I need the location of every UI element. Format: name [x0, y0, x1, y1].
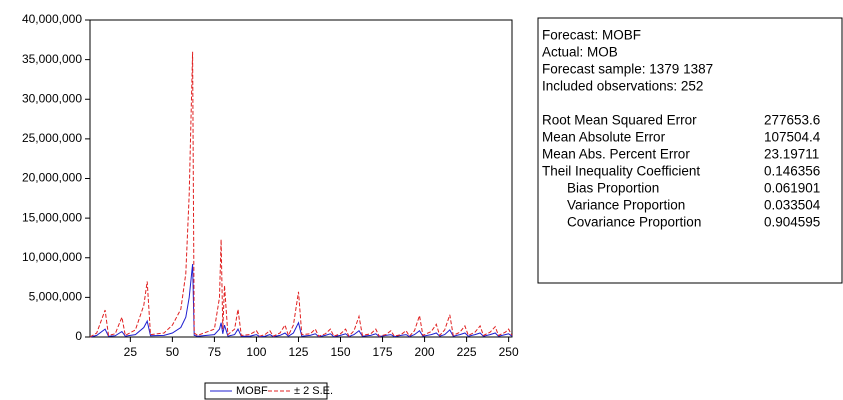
x-tick-label: 175 — [373, 345, 393, 359]
x-tick-label: 100 — [246, 345, 266, 359]
stats-box — [537, 17, 843, 284]
stat-label: Covariance Proportion — [567, 215, 701, 230]
stat-label: Mean Abs. Percent Error — [542, 147, 690, 162]
series-line — [89, 51, 513, 338]
x-tick-label: 25 — [124, 345, 138, 359]
legend-label: ± 2 S.E. — [294, 385, 333, 397]
stats-info: Forecast sample: 1379 1387 — [542, 62, 713, 77]
y-tick-label: 35,000,000 — [22, 52, 82, 66]
y-tick-label: 20,000,000 — [22, 171, 82, 185]
legend-label: MOBF — [236, 385, 268, 397]
y-tick-label: 25,000,000 — [22, 131, 82, 145]
stats-info: Included observations: 252 — [542, 79, 703, 94]
stats-info: Actual: MOB — [542, 45, 618, 60]
x-tick-label: 250 — [499, 345, 519, 359]
y-tick-label: 5,000,000 — [29, 290, 83, 304]
stat-value: 107504.4 — [764, 130, 821, 145]
stat-value: 0.904595 — [764, 215, 820, 230]
plot-frame — [89, 19, 513, 338]
x-tick-label: 50 — [166, 345, 180, 359]
stat-value: 277653.6 — [764, 113, 820, 128]
x-tick-label: 150 — [330, 345, 350, 359]
x-tick-label: 200 — [415, 345, 435, 359]
x-tick-label: 125 — [288, 345, 308, 359]
y-tick-label: 40,000,000 — [22, 12, 82, 26]
stat-value: 0.146356 — [764, 164, 820, 179]
y-tick-label: 0 — [75, 329, 82, 343]
y-tick-label: 30,000,000 — [22, 91, 82, 105]
y-tick-label: 15,000,000 — [22, 210, 82, 224]
stat-label: Variance Proportion — [567, 198, 685, 213]
x-tick-label: 75 — [208, 345, 222, 359]
y-tick-label: 10,000,000 — [22, 250, 82, 264]
stat-label: Mean Absolute Error — [542, 130, 666, 145]
stat-label: Bias Proportion — [567, 181, 659, 196]
series-line — [89, 264, 513, 338]
stat-value: 0.061901 — [764, 181, 820, 196]
stat-label: Theil Inequality Coefficient — [542, 164, 700, 179]
stat-value: 23.19711 — [764, 147, 819, 162]
stat-label: Root Mean Squared Error — [542, 113, 697, 128]
legend-box — [204, 382, 328, 400]
stats-info: Forecast: MOBF — [542, 28, 641, 43]
x-tick-label: 225 — [457, 345, 477, 359]
stat-value: 0.033504 — [764, 198, 821, 213]
